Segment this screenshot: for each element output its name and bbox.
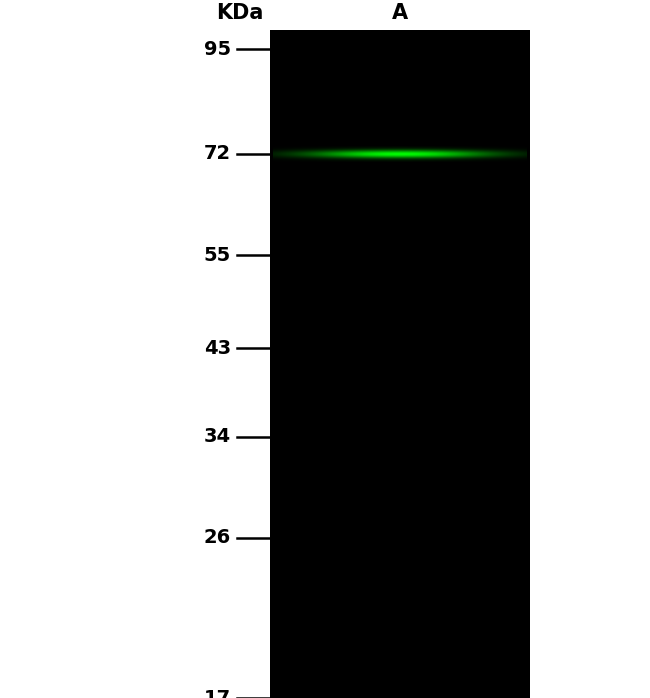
Text: 72: 72 (203, 144, 231, 163)
Text: 43: 43 (203, 339, 231, 357)
Text: 26: 26 (203, 528, 231, 547)
Text: 55: 55 (203, 246, 231, 265)
Text: KDa: KDa (216, 3, 263, 23)
Text: 34: 34 (203, 427, 231, 446)
Text: 17: 17 (203, 688, 231, 698)
Text: 95: 95 (203, 40, 231, 59)
Text: A: A (392, 3, 408, 23)
Bar (270, 30, 530, 698)
